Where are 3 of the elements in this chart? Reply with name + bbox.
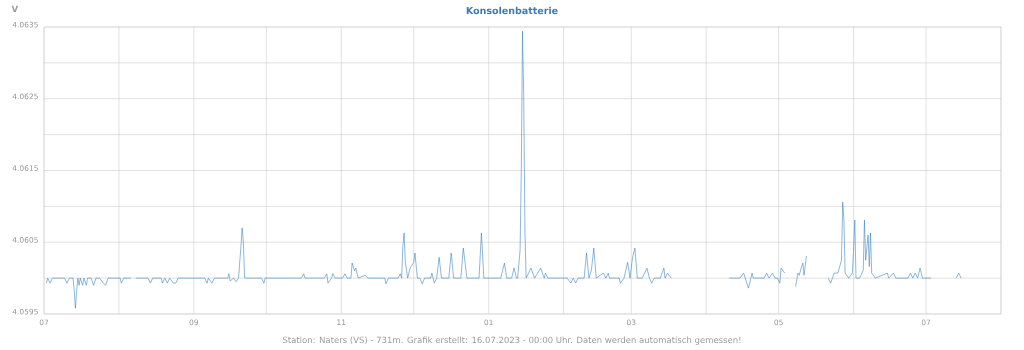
chart-title: Konsolenbatterie xyxy=(466,6,558,15)
text: Station: Naters (VS) - 731m. Grafik erstellt: 16.07.2023 - 00:00 Uhr. Daten werden automatisch gemessen! xyxy=(282,336,741,345)
y-axis-title: V xyxy=(11,5,19,12)
